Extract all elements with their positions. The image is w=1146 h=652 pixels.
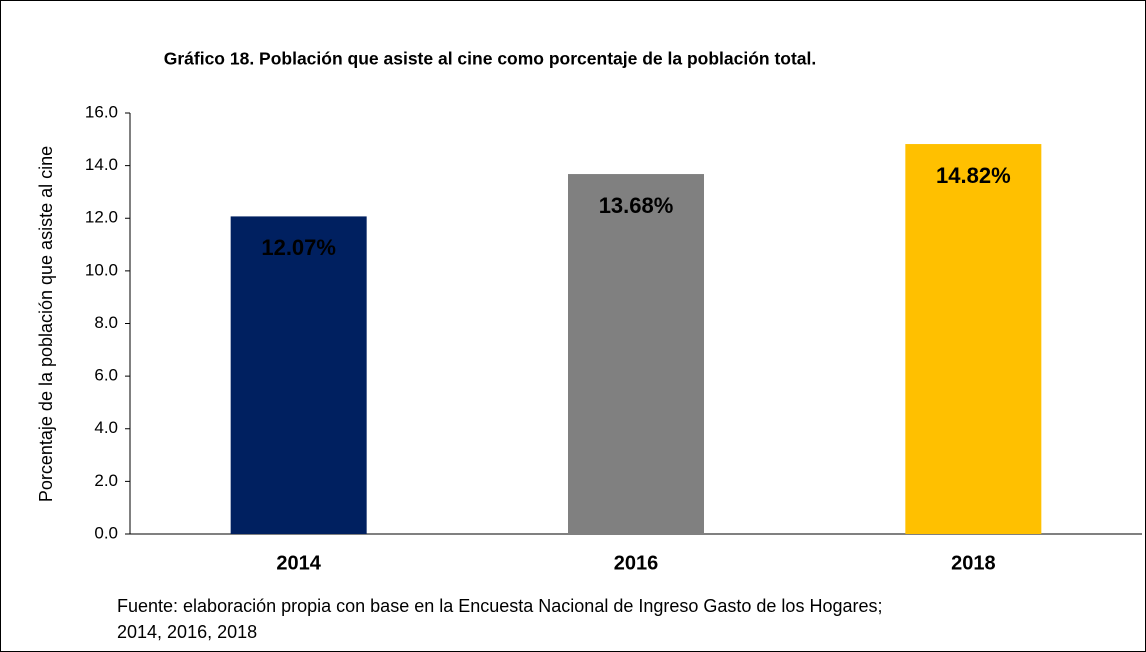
x-tick-label: 2014 [276, 552, 321, 574]
y-tick-label: 4.0 [94, 418, 118, 437]
y-tick-label: 16.0 [85, 102, 118, 121]
source-note: Fuente: elaboración propia con base en l… [117, 596, 882, 616]
value-label: 12.07% [261, 235, 336, 260]
source-note: 2014, 2016, 2018 [117, 622, 257, 642]
bar [568, 174, 704, 535]
y-tick-label: 6.0 [94, 366, 118, 385]
y-tick-label: 0.0 [94, 523, 118, 542]
y-tick-label: 8.0 [94, 313, 118, 332]
y-tick-label: 12.0 [85, 208, 118, 227]
y-axis-label: Porcentaje de la población que asiste al… [36, 146, 56, 502]
x-tick-label: 2016 [614, 552, 659, 574]
bar [230, 216, 367, 534]
chart-title: Gráfico 18. Población que asiste al cine… [164, 49, 817, 69]
value-label: 13.68% [599, 193, 674, 218]
y-tick-label: 2.0 [94, 471, 118, 490]
bar [905, 144, 1042, 534]
y-tick-label: 10.0 [85, 260, 118, 279]
x-tick-label: 2018 [951, 552, 996, 574]
value-label: 14.82% [936, 163, 1011, 188]
y-tick-label: 14.0 [85, 155, 118, 174]
